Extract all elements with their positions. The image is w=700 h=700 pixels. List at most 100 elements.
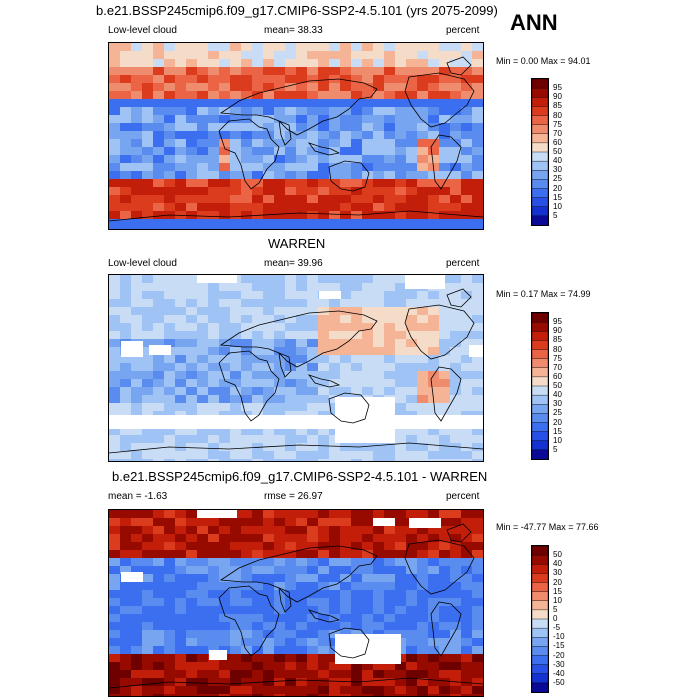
- heatmap-cell: [219, 51, 231, 60]
- heatmap-cell: [109, 299, 121, 308]
- colorbar-box: [532, 115, 548, 126]
- heatmap-cell: [131, 179, 143, 188]
- heatmap-cell: [384, 67, 396, 76]
- heatmap-cell: [417, 51, 429, 60]
- heatmap-cell: [439, 550, 451, 559]
- heatmap-cell: [340, 534, 352, 543]
- heatmap-cell: [274, 686, 286, 695]
- heatmap-cell: [164, 606, 176, 615]
- heatmap-cell: [318, 331, 330, 340]
- heatmap-cell: [461, 686, 473, 695]
- heatmap-cell: [186, 630, 198, 639]
- heatmap-cell: [373, 83, 385, 92]
- heatmap-cell: [263, 283, 275, 292]
- heatmap-cell: [307, 427, 319, 436]
- heatmap-cell: [120, 395, 132, 404]
- heatmap-cell: [362, 291, 374, 300]
- heatmap-cell: [131, 510, 143, 519]
- heatmap-cell: [153, 443, 165, 452]
- coastline: [404, 72, 475, 128]
- heatmap-cell: [142, 283, 154, 292]
- heatmap-cell: [219, 638, 231, 647]
- heatmap-cell: [197, 622, 209, 631]
- heatmap-cell: [153, 558, 165, 567]
- heatmap-cell: [164, 291, 176, 300]
- heatmap-cell: [340, 379, 352, 388]
- heatmap-cell: [208, 211, 220, 220]
- heatmap-cell: [186, 115, 198, 124]
- heatmap-cell: [340, 147, 352, 156]
- heatmap-cell: [318, 534, 330, 543]
- heatmap-cell: [417, 83, 429, 92]
- heatmap-cell: [329, 371, 341, 380]
- heatmap-cell: [373, 275, 385, 284]
- heatmap-cell: [208, 542, 220, 551]
- heatmap-cell: [362, 678, 374, 687]
- heatmap-cell: [318, 542, 330, 551]
- heatmap-cell: [164, 59, 176, 68]
- heatmap-cell: [175, 371, 187, 380]
- heatmap-cell: [340, 510, 352, 519]
- heatmap-cell: [351, 371, 363, 380]
- heatmap-cell: [175, 622, 187, 631]
- heatmap-cell: [450, 99, 462, 108]
- heatmap-cell: [428, 331, 440, 340]
- heatmap-cell: [241, 630, 253, 639]
- colorbar-box: [532, 79, 548, 89]
- heatmap-cell: [153, 171, 165, 180]
- heatmap-cell: [362, 550, 374, 559]
- heatmap-cell: [406, 59, 418, 68]
- heatmap-cell: [417, 323, 429, 332]
- heatmap-cell: [186, 395, 198, 404]
- heatmap-cell: [384, 590, 396, 599]
- heatmap-cell: [307, 43, 319, 52]
- heatmap-cell: [406, 614, 418, 623]
- heatmap-cell: [164, 646, 176, 655]
- heatmap-cell: [307, 275, 319, 284]
- heatmap-cell: [241, 590, 253, 599]
- heatmap-cell: [263, 574, 275, 583]
- heatmap-cell: [362, 518, 374, 527]
- heatmap-cell: [373, 179, 385, 188]
- heatmap-cell: [285, 638, 297, 647]
- heatmap-cell: [461, 654, 473, 663]
- heatmap-cell: [395, 339, 407, 348]
- heatmap-cell: [296, 395, 308, 404]
- heatmap-cell: [142, 203, 154, 212]
- heatmap-cell: [450, 678, 462, 687]
- heatmap-cell: [384, 291, 396, 300]
- heatmap-cell: [417, 195, 429, 204]
- heatmap-cell: [362, 139, 374, 148]
- heatmap-cell: [395, 574, 407, 583]
- heatmap-cell: [252, 227, 264, 229]
- heatmap-cell: [384, 622, 396, 631]
- heatmap-cell: [142, 91, 154, 100]
- heatmap-cell: [340, 163, 352, 172]
- heatmap-cell: [351, 459, 363, 461]
- heatmap-cell: [263, 606, 275, 615]
- heatmap-cell: [439, 678, 451, 687]
- heatmap-cell: [230, 155, 242, 164]
- heatmap-cell: [197, 670, 209, 679]
- heatmap-cell: [241, 75, 253, 84]
- heatmap-cell: [175, 171, 187, 180]
- heatmap-cell: [285, 694, 297, 696]
- heatmap-cell: [274, 435, 286, 444]
- coastline: [109, 677, 483, 689]
- heatmap-cell: [351, 363, 363, 372]
- heatmap-cell: [472, 219, 483, 228]
- heatmap-cell: [186, 67, 198, 76]
- heatmap-cell: [219, 315, 231, 324]
- heatmap-cell: [329, 435, 341, 444]
- heatmap-cell: [296, 339, 308, 348]
- heatmap-cell: [461, 395, 473, 404]
- heatmap-cell: [395, 307, 407, 316]
- heatmap-cell: [362, 694, 374, 696]
- heatmap-cell: [263, 323, 275, 332]
- heatmap-cell: [120, 646, 132, 655]
- heatmap-cell: [362, 67, 374, 76]
- heatmap-cell: [307, 686, 319, 695]
- heatmap-cell: [384, 606, 396, 615]
- heatmap-cell: [153, 179, 165, 188]
- heatmap-cell: [208, 43, 220, 52]
